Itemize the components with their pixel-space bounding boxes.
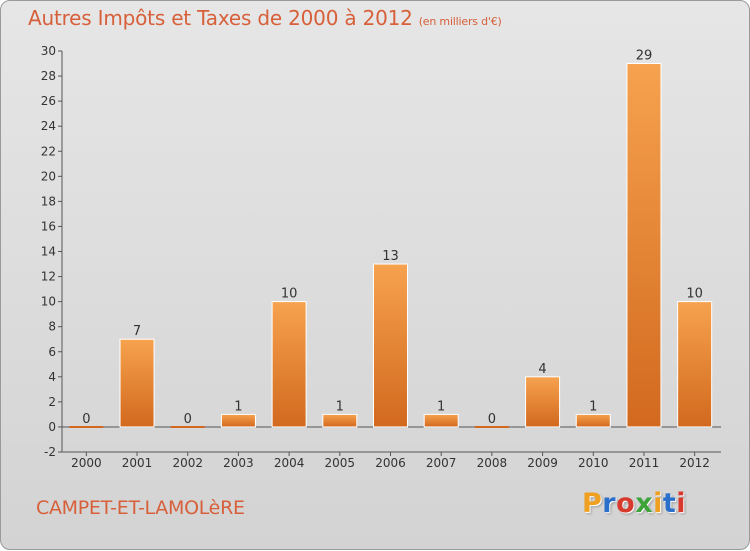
logo-letter: r — [602, 488, 617, 519]
y-tick-label: 10 — [41, 295, 56, 309]
value-label: 0 — [82, 412, 90, 427]
value-label: 0 — [488, 412, 496, 427]
y-tick-label: 14 — [41, 245, 56, 259]
chart-title: Autres Impôts et Taxes de 2000 à 2012 (en… — [28, 6, 502, 30]
x-tick-label: 2004 — [274, 456, 305, 470]
chart-subtitle: (en milliers d'€) — [418, 15, 502, 28]
y-tick-label: 22 — [41, 144, 56, 158]
value-label: 10 — [686, 287, 703, 302]
value-label: 1 — [589, 399, 597, 414]
logo-letter: t — [662, 488, 677, 519]
y-tick-label: 16 — [41, 219, 56, 233]
proxiti-logo[interactable]: Proxiti — [582, 488, 686, 519]
logo-letter: P — [582, 488, 603, 519]
value-label: 4 — [538, 362, 546, 377]
y-tick-label: -2 — [44, 445, 56, 459]
y-tick-label: 28 — [41, 69, 56, 83]
y-tick-label: 18 — [41, 194, 56, 208]
logo-letter: x — [635, 488, 654, 519]
bar — [322, 413, 358, 428]
y-tick-label: 24 — [41, 119, 56, 133]
y-tick-label: 12 — [41, 270, 56, 284]
value-label: 1 — [234, 399, 242, 414]
value-label: 1 — [336, 399, 344, 414]
bar — [271, 301, 307, 428]
y-tick-label: 6 — [48, 345, 56, 359]
x-tick-label: 2003 — [223, 456, 254, 470]
x-tick-label: 2010 — [578, 456, 609, 470]
y-tick-label: 2 — [48, 395, 56, 409]
bar — [220, 413, 256, 428]
x-tick-label: 2001 — [122, 456, 153, 470]
bar — [119, 338, 155, 428]
bar — [626, 63, 662, 428]
y-tick-label: 4 — [48, 370, 56, 384]
y-tick-label: 30 — [41, 44, 56, 58]
y-tick-label: 0 — [48, 420, 56, 434]
x-tick-label: 2011 — [629, 456, 660, 470]
y-tick-label: 20 — [41, 169, 56, 183]
bar — [423, 413, 459, 428]
x-tick-label: 2005 — [325, 456, 356, 470]
x-tick-label: 2007 — [426, 456, 457, 470]
value-label: 10 — [281, 287, 298, 302]
bar — [525, 376, 561, 428]
logo-letter: i — [653, 488, 663, 519]
x-tick-label: 2008 — [477, 456, 508, 470]
value-label: 29 — [636, 49, 653, 64]
value-label: 1 — [437, 399, 445, 414]
x-tick-label: 2006 — [375, 456, 406, 470]
chart-title-text: Autres Impôts et Taxes de 2000 à 2012 — [28, 6, 413, 30]
bar — [575, 413, 611, 428]
x-tick-label: 2000 — [71, 456, 102, 470]
logo-letter: o — [616, 488, 636, 519]
x-tick-label: 2009 — [527, 456, 558, 470]
commune-name: CAMPET-ET-LAMOLèRE — [36, 497, 245, 519]
x-tick-label: 2002 — [172, 456, 203, 470]
y-tick-label: 8 — [48, 320, 56, 334]
value-label: 7 — [133, 324, 141, 339]
bar — [373, 263, 408, 428]
bar — [677, 301, 713, 428]
value-label: 13 — [382, 249, 399, 264]
x-tick-label: 2012 — [679, 456, 710, 470]
value-label: 0 — [184, 412, 192, 427]
logo-letter: i — [676, 488, 687, 519]
y-tick-label: 26 — [41, 94, 56, 108]
